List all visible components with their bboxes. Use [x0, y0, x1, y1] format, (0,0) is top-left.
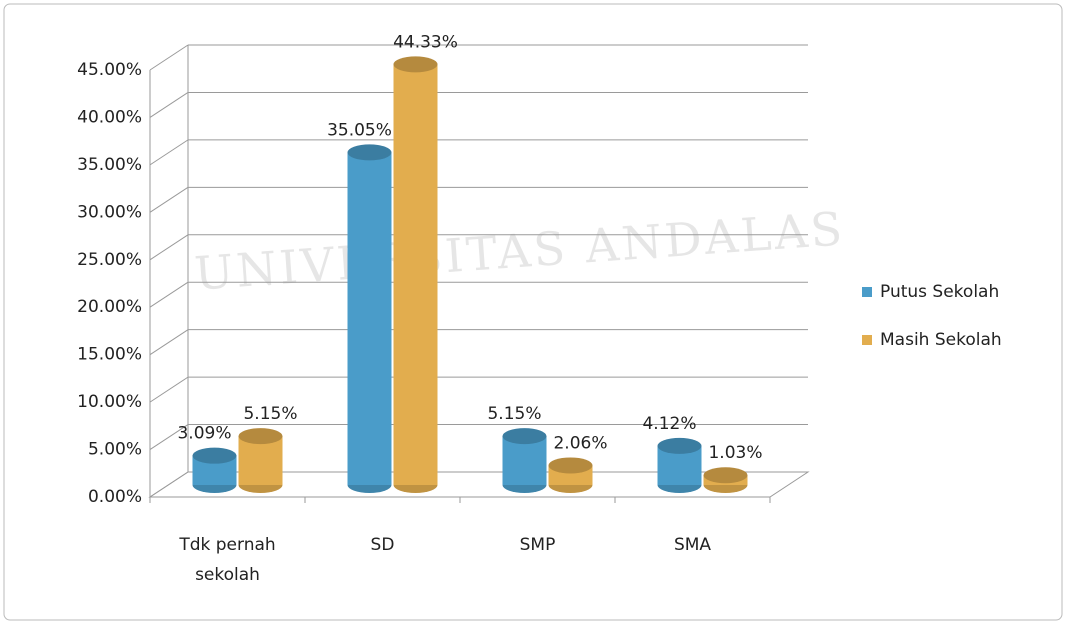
- cylinder-top: [548, 457, 593, 474]
- y-tick-label: 40.00%: [77, 107, 142, 127]
- cylinder: [238, 428, 283, 493]
- cylinder-top: [347, 144, 392, 161]
- cylinder-top: [238, 428, 283, 445]
- x-tick-label: SMP: [520, 535, 556, 555]
- cylinder-top: [657, 437, 702, 454]
- legend-label: Masih Sekolah: [880, 330, 1002, 350]
- grid-line: [149, 376, 189, 403]
- cylinder-top: [502, 428, 547, 445]
- data-label: 2.06%: [553, 433, 607, 453]
- grid-line: [149, 424, 189, 450]
- bar: [393, 64, 438, 486]
- legend-label: Putus Sekolah: [880, 282, 999, 302]
- data-label: 1.03%: [708, 443, 762, 463]
- y-tick-label: 35.00%: [77, 155, 142, 175]
- data-label: 5.15%: [487, 404, 541, 424]
- cylinder: [192, 447, 237, 493]
- cylinder-top: [192, 447, 237, 464]
- cylinder-top: [703, 467, 748, 484]
- data-label: 4.12%: [642, 414, 696, 434]
- bar: [238, 436, 283, 485]
- y-tick-label: 10.00%: [77, 392, 142, 412]
- grid-line: [149, 44, 189, 71]
- grid-line: [149, 139, 189, 166]
- legend-swatch: [862, 335, 872, 345]
- legend-swatch: [862, 287, 872, 297]
- data-label: 3.09%: [177, 424, 231, 444]
- x-tick-label: SMA: [674, 535, 711, 555]
- grid-line: [149, 186, 189, 213]
- x-tick-label: Tdk pernah sekolah: [178, 535, 275, 585]
- data-label: 5.15%: [243, 404, 297, 424]
- chart-frame: [3, 3, 1063, 621]
- data-label: 35.05%: [327, 120, 392, 140]
- x-tick-label: SD: [371, 535, 395, 555]
- y-tick-label: 0.00%: [88, 487, 142, 507]
- bar: [502, 436, 547, 485]
- cylinder-top: [393, 56, 438, 73]
- cylinder: [347, 144, 392, 493]
- grid-line: [149, 329, 189, 356]
- grid-line: [149, 234, 189, 261]
- y-tick-label: 45.00%: [77, 60, 142, 80]
- y-tick-label: 5.00%: [88, 440, 142, 460]
- grid-line: [149, 92, 189, 118]
- cylinder: [548, 457, 593, 493]
- data-label: 44.33%: [393, 32, 458, 52]
- bar: [347, 152, 392, 486]
- y-tick-label: 20.00%: [77, 297, 142, 317]
- floor: [148, 471, 810, 498]
- cylinder: [502, 428, 547, 493]
- cylinder: [703, 467, 748, 493]
- grid-line: [149, 281, 189, 308]
- cylinder: [657, 437, 702, 493]
- y-tick-label: 15.00%: [77, 345, 142, 365]
- cylinder: [393, 56, 438, 493]
- y-tick-label: 25.00%: [77, 250, 142, 270]
- y-tick-label: 30.00%: [77, 202, 142, 222]
